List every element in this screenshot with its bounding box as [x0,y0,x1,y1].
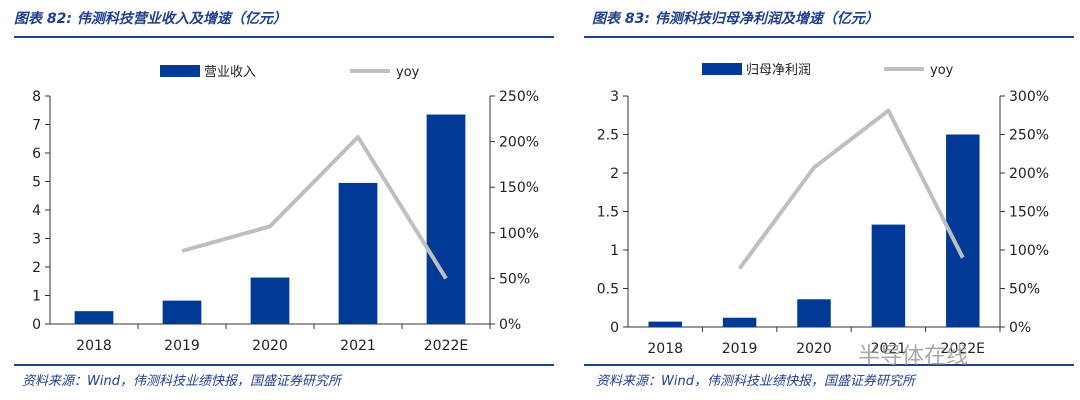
bar [946,134,980,327]
y-tick-label-right: 250% [499,89,539,105]
y-tick-label-right: 50% [1009,282,1040,298]
y-tick-label-left: 2 [32,260,41,276]
y-tick-label-left: 3 [610,89,619,105]
y-tick-label-right: 300% [1009,89,1049,105]
x-tick-label: 2020 [796,341,832,357]
y-tick-label-left: 1 [610,243,619,259]
revenue-chart: 营业收入 yoy 0 1 2 3 4 5 6 7 8 0% 50% 100% 150% 200% 250% 201… [32,65,539,354]
x-tick-label: 2018 [647,341,683,357]
y-tick-label-right: 250% [1009,128,1049,144]
bar [338,182,378,324]
y-tick-label-left: 4 [32,203,41,219]
y-tick-label-left: 2.5 [597,128,619,144]
y-tick-label-right: 0% [1009,320,1031,336]
y-tick-label-left: 5 [32,175,41,191]
y-tick-label-right: 0% [499,317,521,333]
bar [250,277,290,324]
figure-title-right: 图表 83: 伟测科技归母净利润及增速（亿元） [592,11,879,27]
y-tick-label-left: 0 [32,317,41,333]
x-tick-label: 2022E [424,338,468,354]
y-tick-label-left: 6 [32,146,41,162]
y-tick-label-right: 100% [499,226,539,242]
x-tick-label: 2021 [871,341,907,357]
legend-swatch-bar [702,63,742,75]
y-tick-label-left: 1.5 [597,205,619,221]
source-note-left: 资料来源：Wind，伟测科技业绩快报，国盛证券研究所 [22,374,341,389]
y-tick-label-right: 50% [499,271,530,287]
y-tick-label-left: 8 [32,89,41,105]
x-tick-label: 2019 [164,338,200,354]
source-rule-left [14,364,554,366]
bar [74,311,114,324]
legend-label-bar: 营业收入 [204,65,256,80]
yoy-line [737,108,965,270]
x-tick-label: 2018 [76,338,112,354]
legend-label-bar: 归母净利润 [746,63,811,78]
title-rule-right [584,36,1074,38]
title-rule-left [14,36,554,38]
y-tick-label-left: 7 [32,118,41,134]
x-tick-label: 2019 [722,341,758,357]
x-tick-label: 2021 [340,338,376,354]
legend-label-line: yoy [396,65,420,80]
bar [871,224,906,327]
bar [426,114,466,325]
y-tick-label-left: 2 [610,166,619,182]
net-profit-chart: 归母净利润 yoy 0 0.5 1 1.5 2 2.5 3 0% 50% 100% 150% 200% 25… [597,63,1049,357]
source-rule-right [584,364,1074,366]
y-tick-label-left: 0.5 [597,282,619,298]
legend-swatch-bar [160,65,200,77]
y-tick-label-right: 100% [1009,243,1049,259]
y-tick-label-left: 0 [610,320,619,336]
y-tick-label-right: 200% [1009,166,1049,182]
bar [648,321,682,327]
legend-label-line: yoy [930,63,954,78]
watermark: 半导体在线 [858,344,969,369]
figure-title-left: 图表 82: 伟测科技营业收入及增速（亿元） [14,11,287,27]
y-tick-label-left: 1 [32,289,41,305]
bar [722,317,757,327]
bar [162,300,202,324]
y-tick-label-right: 150% [1009,205,1049,221]
x-tick-label: 2020 [252,338,288,354]
yoy-line [181,135,448,280]
y-tick-label-right: 200% [499,135,539,151]
x-tick-label: 2022E [941,341,985,357]
source-note-right: 资料来源：Wind，伟测科技业绩快报，国盛证券研究所 [596,374,915,389]
bar [797,299,831,327]
y-tick-label-right: 150% [499,180,539,196]
y-tick-label-left: 3 [32,232,41,248]
